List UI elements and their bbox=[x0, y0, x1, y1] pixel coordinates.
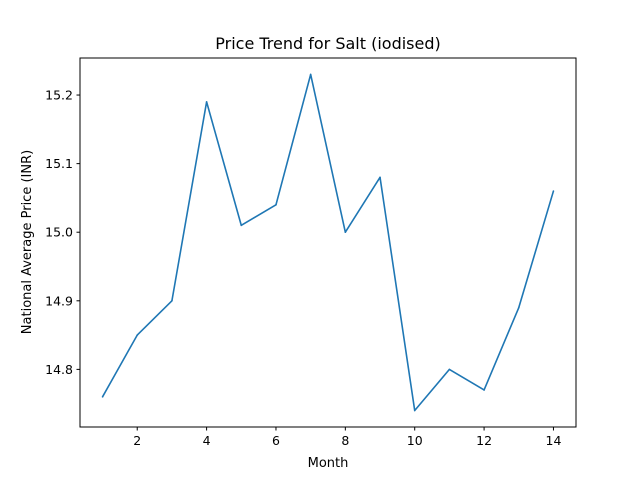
x-tick-label: 10 bbox=[407, 433, 423, 448]
series-line bbox=[101, 73, 555, 412]
data-point bbox=[344, 231, 347, 234]
data-point bbox=[448, 368, 451, 371]
data-point bbox=[240, 224, 243, 227]
data-point bbox=[136, 334, 139, 336]
data-point bbox=[275, 203, 277, 206]
y-tick-label: 14.9 bbox=[45, 293, 73, 308]
y-tick-label: 15.2 bbox=[45, 88, 73, 103]
x-axis: 2 4 6 8 10 12 14 bbox=[133, 427, 561, 448]
y-tick-label: 15.0 bbox=[45, 225, 73, 240]
plot-area: 2 4 6 8 10 12 14 14.8 14.9 15.0 15.1 15.2 bbox=[45, 57, 577, 448]
data-point bbox=[205, 101, 208, 103]
data-point bbox=[309, 73, 312, 76]
data-point bbox=[379, 176, 381, 179]
y-tick-label: 15.1 bbox=[45, 156, 73, 171]
data-point bbox=[101, 396, 104, 398]
x-tick-label: 12 bbox=[476, 433, 492, 448]
data-point bbox=[171, 299, 173, 302]
data-point bbox=[552, 190, 555, 192]
data-point bbox=[413, 409, 416, 412]
y-axis-label: National Average Price (INR) bbox=[20, 150, 35, 334]
chart-title: Price Trend for Salt (iodised) bbox=[215, 34, 441, 53]
x-tick-label: 4 bbox=[203, 433, 211, 448]
x-tick-label: 14 bbox=[546, 433, 562, 448]
series-layer bbox=[101, 73, 555, 412]
x-axis-label: Month bbox=[308, 456, 349, 471]
x-tick-label: 2 bbox=[133, 433, 141, 448]
data-point bbox=[483, 389, 485, 391]
data-point bbox=[517, 306, 520, 309]
y-axis: 14.8 14.9 15.0 15.1 15.2 bbox=[45, 88, 80, 377]
x-tick-label: 8 bbox=[341, 433, 349, 448]
y-tick-label: 14.8 bbox=[45, 362, 73, 377]
plot-frame bbox=[79, 57, 577, 428]
x-tick-label: 6 bbox=[272, 433, 280, 448]
